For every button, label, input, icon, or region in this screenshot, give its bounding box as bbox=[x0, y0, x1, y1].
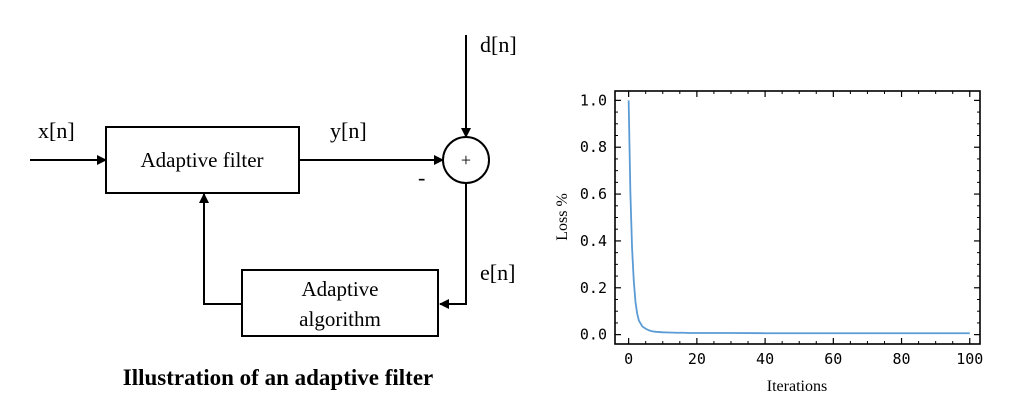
x-tick-label: 20 bbox=[688, 350, 706, 368]
y-axis-ticks: 0.0 0.2 0.4 0.6 0.8 1.0 bbox=[580, 91, 980, 344]
error-arrow bbox=[439, 183, 467, 309]
y-axis-label: Loss % bbox=[554, 193, 571, 241]
sum-symbol: + bbox=[461, 150, 471, 170]
loss-series-line bbox=[627, 100, 970, 335]
x-tick-label: 40 bbox=[756, 350, 774, 368]
x-tick-label: 80 bbox=[893, 350, 911, 368]
input-label: x[n] bbox=[38, 118, 75, 143]
y-tick-label: 1.0 bbox=[580, 91, 607, 109]
x-axis-ticks: 0 20 40 60 80 100 bbox=[624, 91, 983, 368]
error-label: e[n] bbox=[480, 260, 515, 285]
x-tick-label: 0 bbox=[624, 350, 633, 368]
minus-sign: - bbox=[418, 165, 425, 190]
y-tick-label: 0.0 bbox=[580, 326, 607, 344]
output-label: y[n] bbox=[330, 118, 367, 143]
adaptive-filter-label: Adaptive filter bbox=[140, 148, 263, 172]
diagram-caption: Illustration of an adaptive filter bbox=[123, 365, 434, 390]
y-tick-label: 0.6 bbox=[580, 185, 607, 203]
feedback-arrow bbox=[199, 193, 242, 305]
adaptive-algorithm-label-line1: Adaptive bbox=[302, 277, 379, 301]
x-tick-label: 60 bbox=[824, 350, 842, 368]
x-tick-label: 100 bbox=[956, 350, 983, 368]
y-tick-label: 0.8 bbox=[580, 138, 607, 156]
plot-frame bbox=[614, 90, 981, 345]
adaptive-algorithm-label-line2: algorithm bbox=[299, 307, 381, 331]
x-axis-label: Iterations bbox=[767, 378, 827, 395]
block-diagram: x[n] Adaptive filter y[n] - + d[n] e[n] … bbox=[30, 32, 517, 390]
y-tick-label: 0.4 bbox=[580, 232, 607, 250]
desired-label: d[n] bbox=[480, 32, 517, 57]
y-tick-label: 0.2 bbox=[580, 279, 607, 297]
loss-chart: 0 20 40 60 80 100 0.0 0.2 0.4 0.6 0.8 1.0 Iteratio… bbox=[554, 90, 983, 395]
